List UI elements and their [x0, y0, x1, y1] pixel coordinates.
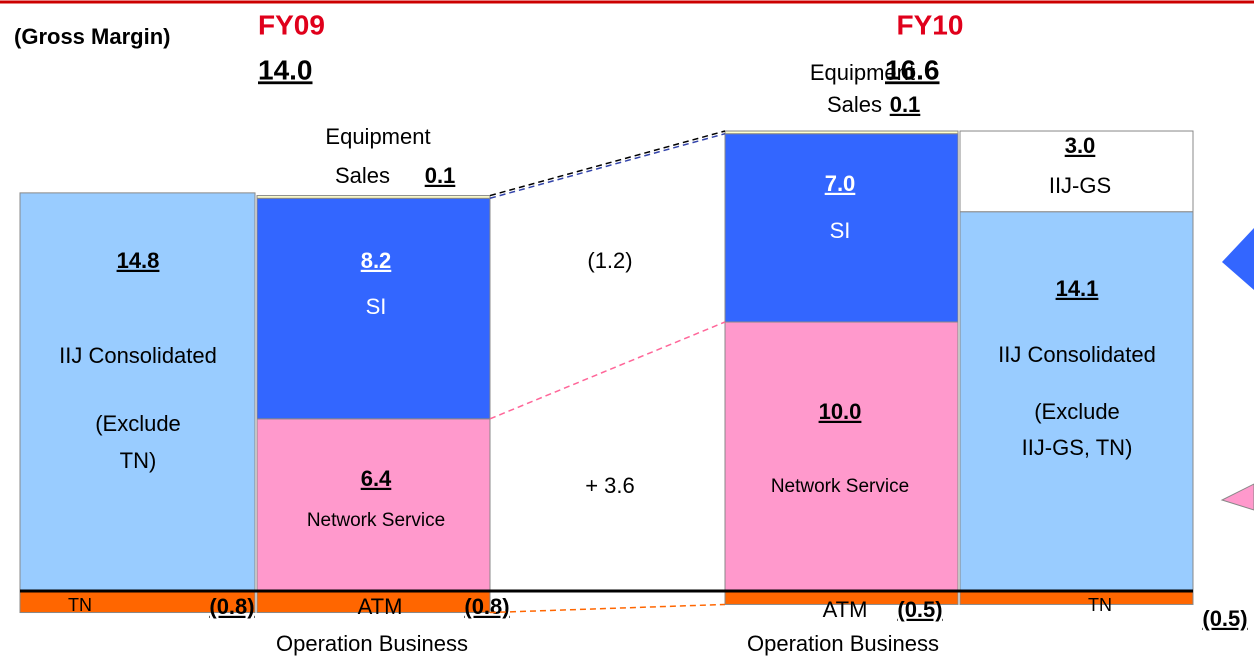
group-total: 16.6 [885, 54, 940, 85]
value-label: 3.0 [1065, 133, 1096, 158]
value-label: (0.8) [464, 594, 509, 619]
decor-arrow [1222, 228, 1254, 290]
segment-name: Operation Business [276, 631, 468, 656]
segment-name: Sales [335, 163, 390, 188]
connector [489, 132, 726, 199]
value-label: 8.2 [361, 248, 392, 273]
value-label: (0.8) [209, 594, 254, 619]
segment-name: Network Service [307, 510, 445, 531]
group-name: FY10 [897, 9, 964, 40]
segment-name: SI [830, 218, 851, 243]
value-label: 6.4 [361, 466, 392, 491]
value-label: (0.5) [1202, 606, 1247, 631]
segment-name: IIJ-GS, TN) [1022, 435, 1133, 460]
bar-segment [19, 192, 256, 592]
value-label: 0.1 [890, 92, 921, 117]
annotation: (1.2) [587, 248, 632, 273]
bar-segment [959, 130, 1194, 213]
connector [489, 603, 726, 614]
bar-segment [959, 590, 1194, 605]
segment-name: Sales [827, 92, 882, 117]
bar-segment [724, 130, 959, 135]
group-total: 14.0 [258, 54, 313, 85]
segment-name: (Exclude [95, 411, 181, 436]
bar-segment [959, 211, 1194, 592]
segment-name: Network Service [771, 476, 909, 497]
group-name: FY09 [258, 9, 325, 40]
value-label: 10.0 [819, 399, 862, 424]
decor-arrow [1220, 483, 1254, 511]
bar-segment [256, 418, 491, 592]
value-label: 7.0 [825, 171, 856, 196]
chart-title: (Gross Margin) [14, 24, 170, 49]
segment-name: IIJ-GS [1049, 173, 1111, 198]
segment-name: Equipment [325, 124, 430, 149]
segment-name: ATM [358, 594, 403, 619]
connector [489, 130, 726, 197]
segment-name: IIJ Consolidated [59, 343, 217, 368]
segment-name: TN [68, 595, 92, 615]
segment-name: IIJ Consolidated [998, 342, 1156, 367]
segment-name: Operation Business [747, 631, 939, 656]
annotation: + 3.6 [585, 473, 635, 498]
segment-name: TN) [120, 448, 157, 473]
segment-name: Equipment [810, 60, 915, 85]
value-label: 0.1 [425, 163, 456, 188]
bar-segment [256, 197, 491, 420]
segment-name: (Exclude [1034, 399, 1120, 424]
connector [489, 321, 726, 420]
bar-segment [724, 321, 959, 592]
value-label: 14.8 [117, 248, 160, 273]
segment-name: ATM [823, 597, 868, 622]
segment-name: TN [1088, 595, 1112, 615]
bar-segment [256, 195, 491, 199]
segment-name: SI [366, 294, 387, 319]
value-label: (0.5) [897, 597, 942, 622]
value-label: 14.1 [1056, 276, 1099, 301]
bar-segment [724, 133, 959, 323]
